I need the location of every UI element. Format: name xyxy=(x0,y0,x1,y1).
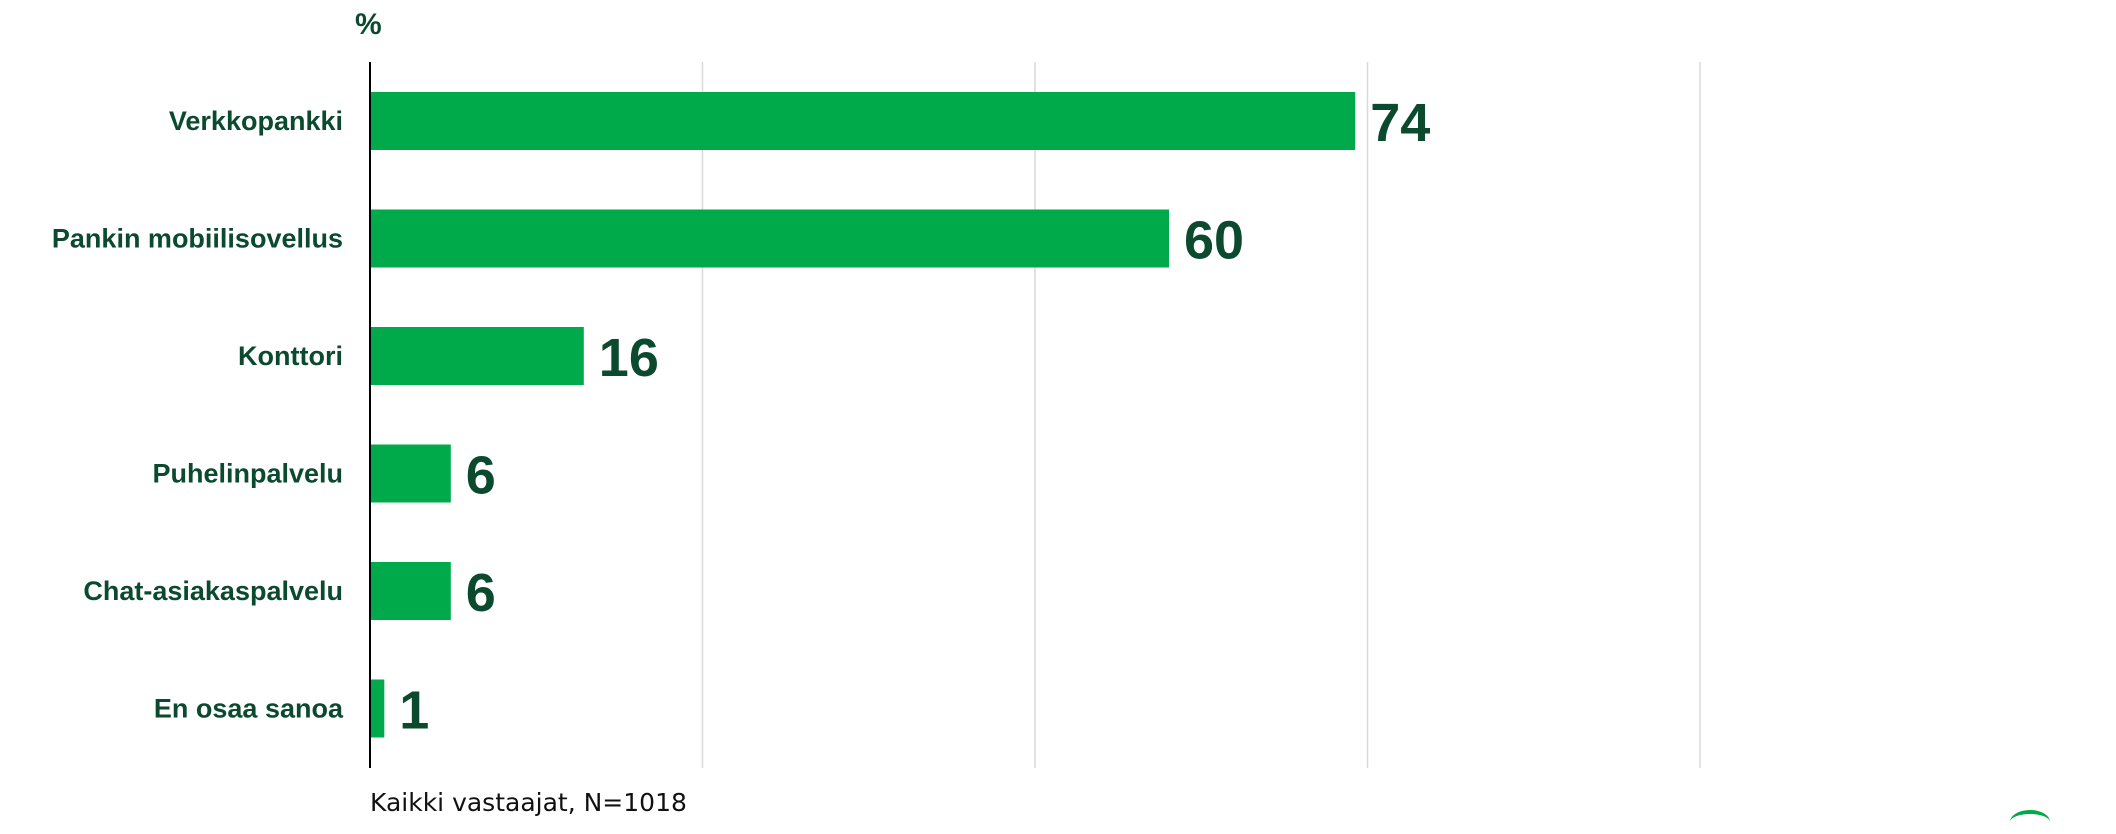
bar xyxy=(371,327,584,385)
unit-label: % xyxy=(355,8,382,41)
brand-logo-icon xyxy=(2010,810,2050,834)
category-label: Pankin mobiilisovellus xyxy=(52,224,343,254)
value-label: 16 xyxy=(599,328,659,388)
bar xyxy=(371,92,1356,150)
category-label: En osaa sanoa xyxy=(154,694,344,724)
bar xyxy=(371,444,451,503)
gridlines xyxy=(701,62,1701,768)
bar xyxy=(371,562,451,620)
category-label: Puhelinpalvelu xyxy=(152,459,343,489)
bar xyxy=(371,209,1169,268)
value-label: 6 xyxy=(466,446,496,506)
value-label: 74 xyxy=(1370,93,1430,153)
category-labels: Verkkopankki Pankin mobiilisovellus Kontto… xyxy=(52,106,344,724)
category-label: Chat-asiakaspalvelu xyxy=(83,576,343,606)
value-label: 6 xyxy=(466,563,496,623)
bars xyxy=(371,92,1356,738)
bar xyxy=(371,679,385,738)
category-label: Verkkopankki xyxy=(169,106,343,136)
footnote: Kaikki vastaajat, N=1018 xyxy=(370,788,687,817)
value-label: 60 xyxy=(1184,211,1244,271)
category-label: Konttori xyxy=(238,341,343,371)
bar-chart: Verkkopankki Pankin mobiilisovellus Kontto… xyxy=(52,62,1701,768)
value-label: 1 xyxy=(399,681,429,741)
